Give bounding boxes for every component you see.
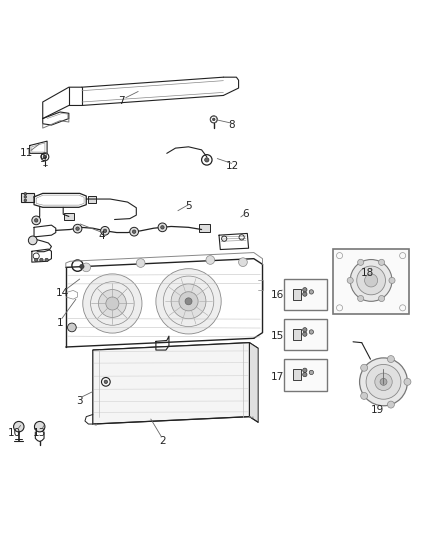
Circle shape <box>357 266 385 295</box>
Text: 14: 14 <box>56 288 69 297</box>
Circle shape <box>303 332 307 336</box>
Circle shape <box>380 378 387 385</box>
Circle shape <box>375 373 392 391</box>
Text: 7: 7 <box>118 96 124 106</box>
Circle shape <box>185 298 192 305</box>
Circle shape <box>366 365 401 399</box>
Circle shape <box>389 277 395 284</box>
Circle shape <box>82 263 91 272</box>
Polygon shape <box>93 343 250 424</box>
Circle shape <box>45 258 48 262</box>
Polygon shape <box>250 343 258 422</box>
Text: 5: 5 <box>185 200 192 211</box>
Bar <box>293 329 301 340</box>
Bar <box>284 279 327 310</box>
Circle shape <box>101 227 110 235</box>
Circle shape <box>40 258 43 262</box>
Circle shape <box>350 260 392 301</box>
Circle shape <box>161 225 164 229</box>
Circle shape <box>360 358 407 406</box>
Circle shape <box>388 356 394 362</box>
Circle shape <box>76 227 79 230</box>
Circle shape <box>179 292 198 311</box>
Circle shape <box>130 228 138 236</box>
Text: 11: 11 <box>20 148 33 158</box>
Bar <box>88 196 96 204</box>
Circle shape <box>239 258 247 266</box>
Bar <box>284 319 327 350</box>
Circle shape <box>24 196 27 198</box>
Circle shape <box>309 290 314 294</box>
Circle shape <box>24 192 27 195</box>
Text: 19: 19 <box>371 405 384 415</box>
Circle shape <box>347 277 353 284</box>
Text: 3: 3 <box>76 395 83 406</box>
Circle shape <box>404 378 411 385</box>
Circle shape <box>24 199 27 201</box>
Circle shape <box>104 380 108 384</box>
Circle shape <box>67 323 76 332</box>
Text: 12: 12 <box>226 161 239 172</box>
Circle shape <box>212 118 215 120</box>
Text: 6: 6 <box>242 209 248 219</box>
Circle shape <box>303 373 307 377</box>
Text: 4: 4 <box>98 231 105 241</box>
Circle shape <box>303 292 307 296</box>
Circle shape <box>303 368 307 373</box>
Circle shape <box>32 216 41 225</box>
Text: 18: 18 <box>360 268 374 278</box>
Circle shape <box>205 158 209 162</box>
Circle shape <box>43 155 47 158</box>
Text: 10: 10 <box>8 428 21 438</box>
Circle shape <box>309 330 314 334</box>
Polygon shape <box>93 343 258 356</box>
Circle shape <box>83 274 142 333</box>
Text: 2: 2 <box>159 437 166 447</box>
Circle shape <box>378 295 385 302</box>
Circle shape <box>364 274 378 287</box>
Circle shape <box>35 258 38 262</box>
Bar <box>333 249 409 314</box>
Circle shape <box>303 288 307 292</box>
Text: 9: 9 <box>39 154 46 164</box>
Text: 16: 16 <box>271 290 284 300</box>
Circle shape <box>103 229 107 232</box>
Circle shape <box>35 219 38 222</box>
Bar <box>284 359 327 391</box>
Bar <box>293 289 301 300</box>
Text: 8: 8 <box>229 120 235 130</box>
Circle shape <box>156 269 221 334</box>
Bar <box>64 213 74 220</box>
Circle shape <box>303 328 307 332</box>
Circle shape <box>73 224 82 233</box>
Text: 17: 17 <box>271 373 284 383</box>
Bar <box>21 192 34 202</box>
Circle shape <box>106 297 119 310</box>
Circle shape <box>136 259 145 268</box>
Circle shape <box>309 370 314 375</box>
Circle shape <box>28 236 37 245</box>
Circle shape <box>14 422 24 432</box>
Text: 13: 13 <box>32 428 46 438</box>
Circle shape <box>360 392 367 399</box>
Circle shape <box>99 289 126 318</box>
Text: 15: 15 <box>271 331 284 341</box>
Circle shape <box>158 223 167 232</box>
Circle shape <box>360 364 367 372</box>
Bar <box>293 369 301 380</box>
Circle shape <box>357 295 364 302</box>
Bar <box>199 224 210 232</box>
Circle shape <box>132 230 136 233</box>
Circle shape <box>171 284 206 319</box>
Circle shape <box>206 256 215 264</box>
Circle shape <box>357 259 364 265</box>
Circle shape <box>35 422 45 432</box>
Text: 1: 1 <box>57 318 64 328</box>
Circle shape <box>388 401 394 408</box>
Circle shape <box>378 259 385 265</box>
Circle shape <box>80 264 84 269</box>
